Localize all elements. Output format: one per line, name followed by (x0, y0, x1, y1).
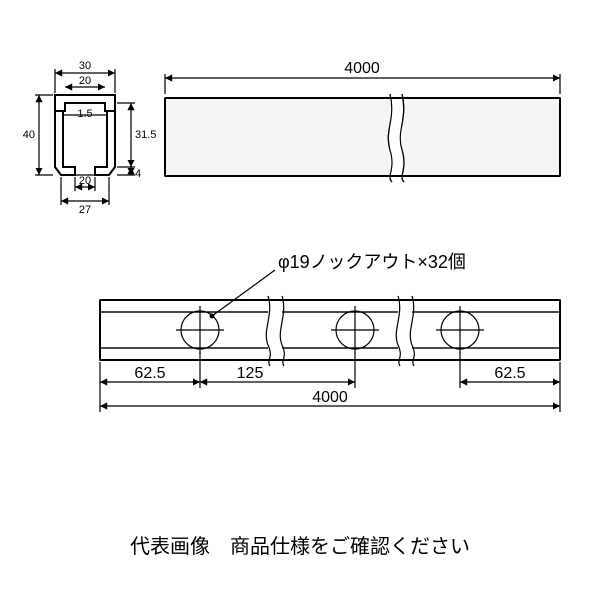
dim-slot-width: 20 (79, 75, 91, 87)
dim-edge-pitch-right: 62.5 (494, 365, 525, 382)
dim-bottom-inner: 20 (79, 175, 91, 187)
dim-wall-thickness: 1.5 (77, 108, 92, 120)
caption-text: 代表画像 商品仕様をご確認ください (0, 530, 600, 559)
knockout-annotation: φ19ノックアウト×32個 (278, 252, 466, 272)
dim-bottom-slot: 27 (79, 204, 91, 216)
dim-outer-height: 40 (23, 129, 35, 141)
dim-side-length: 4000 (344, 60, 380, 77)
dim-lip: 4 (135, 168, 141, 180)
dim-inner-height: 31.5 (135, 129, 156, 141)
technical-drawing: 30 20 1.5 40 31.5 4 20 27 (0, 0, 600, 600)
dim-outer-width: 30 (79, 60, 91, 72)
dim-hole-pitch: 125 (237, 365, 264, 382)
side-view: 4000 (165, 60, 560, 182)
bottom-view: φ19ノックアウト×32個 62.5 125 62.5 4000 (100, 252, 560, 412)
dim-edge-pitch-left: 62.5 (134, 365, 165, 382)
drawing-stage: 30 20 1.5 40 31.5 4 20 27 (0, 0, 600, 600)
cross-section-profile: 30 20 1.5 40 31.5 4 20 27 (23, 60, 157, 216)
dim-bottom-length: 4000 (312, 389, 348, 406)
